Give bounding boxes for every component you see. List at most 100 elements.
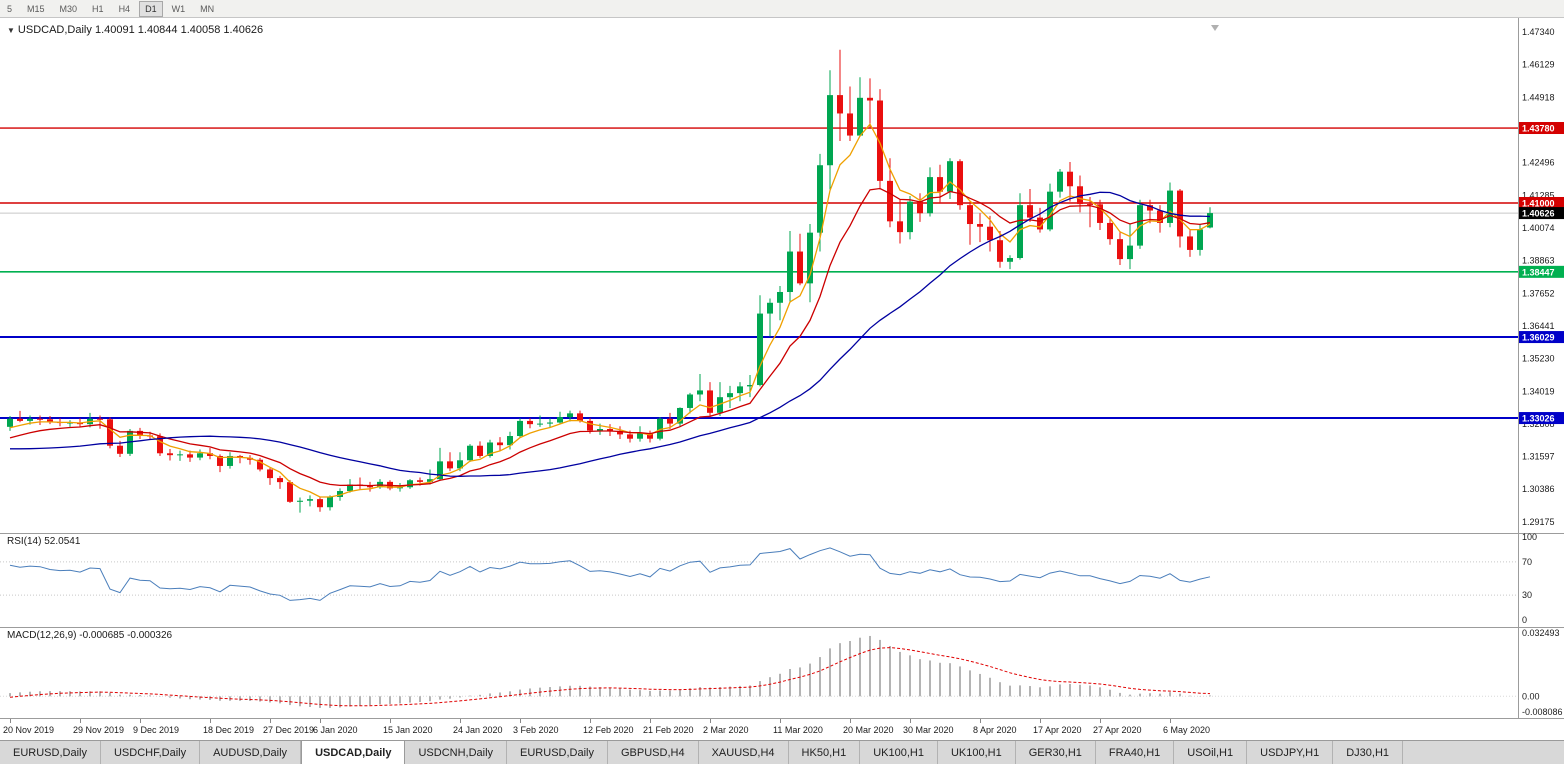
timeframe-button-w1[interactable]: W1 [171,3,186,14]
chart-tab-eurusd-daily[interactable]: EURUSD,Daily [0,741,101,764]
price-line-chip-text: 1.43780 [1522,124,1555,134]
date-label: 6 May 2020 [1163,725,1211,735]
price-axis-label: 1.29175 [1522,517,1555,527]
candlesticks [7,49,1213,513]
date-axis[interactable]: 20 Nov 2019 29 Nov 2019 9 Dec 2019 18 Dec 2… [0,718,1564,740]
symbol-dropdown-icon[interactable]: ▼ [7,26,15,35]
macd-axis-label: 0.00 [1522,691,1540,701]
date-label: 20 Nov 2019 [3,725,55,735]
timeframe-button-h1[interactable]: H1 [92,3,104,14]
chart-symbol-title: ▼ USDCAD,Daily 1.40091 1.40844 1.40058 1.… [7,24,263,36]
chart-tab-fra40-h1[interactable]: FRA40,H1 [1095,741,1175,764]
price-line-chip-text: 1.36029 [1522,333,1555,343]
price-axis-label: 1.44918 [1522,92,1555,102]
chart-tab-gbpusd-h4[interactable]: GBPUSD,H4 [608,741,699,764]
price-line-chip [1519,331,1564,344]
date-tick [269,719,271,723]
macd-histogram [9,635,1211,708]
chart-tab-hk50-h1[interactable]: HK50,H1 [788,741,861,764]
date-tick [389,719,391,723]
price-axis-label: 1.35230 [1522,354,1555,364]
date-tick [649,719,651,723]
timeframe-button-h4[interactable]: H4 [118,3,131,14]
timeframe-button-d1[interactable]: D1 [139,0,163,17]
chart-tab-usdjpy-h1[interactable]: USDJPY,H1 [1247,741,1334,764]
date-label: 18 Dec 2019 [203,725,255,735]
price-line-chip [1519,196,1564,209]
price-line-chip-text: 1.33026 [1522,414,1555,424]
moving-averages [9,123,1211,498]
date-tick [709,719,711,723]
date-tick [1099,719,1101,723]
macd-axis-label: -0.008086 [1522,707,1563,717]
date-label: 24 Jan 2020 [453,725,503,735]
macd-name: MACD(12,26,9) [7,630,77,641]
timeframe-button-m30[interactable]: M30 [59,3,78,14]
date-tick [209,719,211,723]
current-price-chip [1519,207,1564,220]
rsi-axis-label: 70 [1522,557,1532,567]
rsi-name: RSI(14) [7,536,42,547]
date-tick [1039,719,1041,723]
price-axis-label: 1.31597 [1522,452,1555,462]
date-label: 27 Apr 2020 [1093,725,1142,735]
price-chart-canvas[interactable]: 1.473401.461291.449181.437071.424961.412… [0,18,1564,533]
symbol-ohlc-values: 1.40091 1.40844 1.40058 1.40626 [94,24,264,36]
chart-shift-marker[interactable] [1211,25,1219,31]
date-label: 9 Dec 2019 [133,725,180,735]
rsi-axis-label: 100 [1522,533,1537,542]
rsi-axis-label: 30 [1522,590,1532,600]
chart-tab-bar: EURUSD,Daily USDCHF,Daily AUDUSD,Daily USDC… [0,740,1564,764]
chart-tab-uk100-h1[interactable]: UK100,H1 [937,741,1016,764]
rsi-panel-canvas[interactable]: 100 70 30 0 [0,533,1564,627]
date-label: 6 Jan 2020 [313,725,358,735]
date-tick [849,719,851,723]
price-axis-label: 1.34019 [1522,386,1555,396]
date-tick [79,719,81,723]
symbol-name: USDCAD,Daily [17,24,92,36]
price-axis-label: 1.42496 [1522,158,1555,168]
macd-signal-line [9,647,1211,707]
chart-tab-ger30-h1[interactable]: GER30,H1 [1015,741,1096,764]
chart-tab-usdcnh-daily[interactable]: USDCNH,Daily [405,741,508,764]
timeframe-button-mn[interactable]: MN [200,3,215,14]
current-price-chip-text: 1.40626 [1522,209,1555,219]
date-tick [139,719,141,723]
price-axis-label: 1.38863 [1522,256,1555,266]
chart-tab-audusd-daily[interactable]: AUDUSD,Daily [200,741,302,764]
chart-tab-xauusd-h4[interactable]: XAUUSD,H4 [698,741,789,764]
date-label: 27 Dec 2019 [263,725,315,735]
timeframe-button-m15[interactable]: M15 [27,3,45,14]
macd-values: -0.000685 -0.000326 [79,630,173,641]
price-axis-label: 1.37652 [1522,288,1555,298]
timeframe-button-5[interactable]: 5 [7,3,13,14]
macd-panel-canvas[interactable]: 0.032493 0.00 -0.008086 [0,627,1564,718]
chart-tab-eurusd-daily[interactable]: EURUSD,Daily [507,741,608,764]
date-tick [779,719,781,723]
date-label: 12 Feb 2020 [583,725,634,735]
chart-tab-usdcad-daily[interactable]: USDCAD,Daily [301,741,406,764]
date-label: 15 Jan 2020 [383,725,433,735]
chart-tab-dj30-h1[interactable]: DJ30,H1 [1333,741,1404,764]
date-label: 20 Mar 2020 [843,725,894,735]
date-tick [519,719,521,723]
date-label: 3 Feb 2020 [513,725,559,735]
ma-line-fast [9,123,1211,498]
price-axis-label: 1.47340 [1522,27,1555,37]
price-axis-label: 1.46129 [1522,60,1555,70]
date-label: 29 Nov 2019 [73,725,125,735]
date-label: 2 Mar 2020 [703,725,749,735]
chart-tab-usoil-h1[interactable]: USOil,H1 [1174,741,1248,764]
price-line-chip-text: 1.38447 [1522,267,1555,277]
date-tick [319,719,321,723]
rsi-axis-label: 0 [1522,615,1527,625]
price-line-chip-text: 1.41000 [1522,198,1555,208]
date-tick [589,719,591,723]
date-label: 11 Mar 2020 [773,725,823,735]
chart-tab-uk100-h1[interactable]: UK100,H1 [860,741,938,764]
price-axis[interactable]: 1.473401.461291.449181.437071.424961.412… [1518,18,1564,533]
date-label: 30 Mar 2020 [903,725,954,735]
chart-tab-usdchf-daily[interactable]: USDCHF,Daily [100,741,201,764]
rsi-label: RSI(14) 52.0541 [7,536,80,547]
